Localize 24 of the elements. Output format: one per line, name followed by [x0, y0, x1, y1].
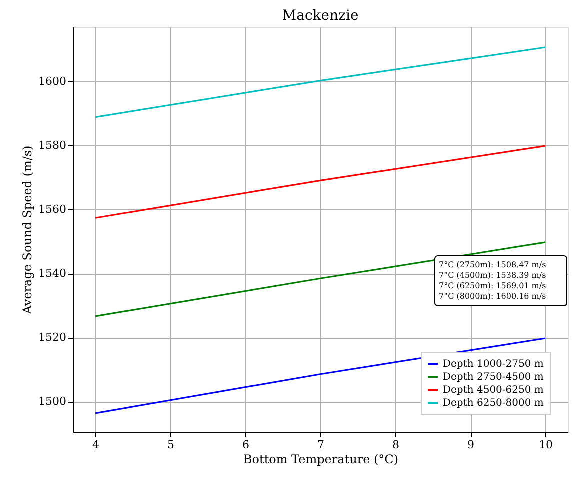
x-tick-label: 5: [168, 438, 174, 452]
annotation: 7°C (4500m): 1538.39 m/s: [439, 270, 546, 280]
legend-label: Depth 1000-2750 m: [443, 359, 544, 370]
x-tick-label: 6: [242, 438, 250, 452]
y-tick-label: 1560: [38, 202, 66, 216]
annotation: 7°C (2750m): 1508.47 m/s: [439, 260, 546, 270]
y-tick-label: 1520: [38, 331, 66, 344]
x-tick-label: 10: [539, 438, 553, 452]
annotation: 7°C (6250m): 1569.01 m/s: [439, 281, 546, 290]
legend-label: Depth 6250-8000 m: [443, 398, 544, 409]
annotation: 7°C (8000m): 1600.16 m/s: [439, 292, 546, 301]
legend-label: Depth 4500-6250 m: [443, 385, 544, 396]
x-axis-title: Bottom Temperature (°C): [243, 452, 399, 466]
y-tick-label: 1580: [38, 138, 66, 152]
y-tick-label: 1500: [38, 395, 66, 408]
x-tick-label: 8: [392, 438, 400, 452]
y-tick-label: 1600: [38, 74, 66, 88]
chart-title: Mackenzie: [282, 8, 359, 24]
y-tick-label: 1540: [38, 267, 66, 280]
x-tick-label: 4: [92, 438, 100, 452]
y-axis-title: Average Sound Speed (m/s): [20, 146, 35, 316]
x-tick-label: 7: [318, 438, 324, 452]
x-tick-label: 9: [468, 438, 474, 452]
legend-label: Depth 2750-4500 m: [443, 372, 544, 383]
